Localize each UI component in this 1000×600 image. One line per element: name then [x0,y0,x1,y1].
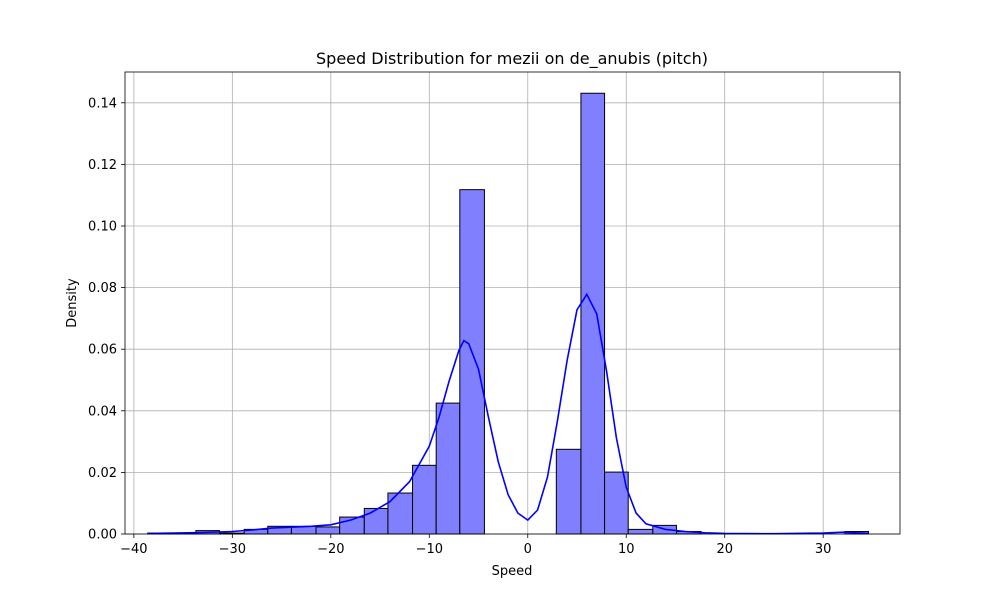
histogram-bar [435,402,461,535]
x-tick-label: −30 [219,542,246,557]
histogram-bars [147,92,869,535]
kde-curve [147,292,869,535]
y-tick-label: 0.14 [88,96,117,111]
x-tick-label: −20 [317,542,344,557]
histogram-bar [555,448,582,535]
y-tick-label: 0.00 [88,528,117,543]
y-tick-label: 0.06 [88,343,117,358]
histogram-bar [412,464,437,535]
x-tick-label: 0 [524,542,532,557]
grid [125,72,900,535]
x-tick-label: −10 [416,542,443,557]
x-tick-label: 20 [716,542,733,557]
histogram-bar [627,528,654,535]
y-tick-label: 0.10 [88,220,117,235]
y-tick-label: 0.04 [88,404,117,419]
histogram-bar [363,507,389,535]
histogram-bar [315,526,341,535]
x-tick-label: 10 [618,542,635,557]
y-tick-label: 0.08 [88,281,117,296]
y-axis-label: Density [65,278,80,328]
histogram-bar [580,92,606,535]
chart-title: Speed Distribution for mezii on de_anubi… [316,49,708,69]
y-tick-label: 0.02 [88,466,117,481]
histogram-bar [459,189,485,535]
x-tick-label: 30 [815,542,832,557]
plot-frame [124,71,901,535]
x-axis-ticks: −40 −30 −20 −10 0 10 20 30 [120,534,831,557]
x-axis-label: Speed [492,564,533,579]
y-axis-ticks: 0.00 0.02 0.04 0.06 0.08 0.10 0.12 0.14 [88,96,125,543]
x-tick-label: −40 [120,542,147,557]
y-tick-label: 0.12 [88,158,117,173]
